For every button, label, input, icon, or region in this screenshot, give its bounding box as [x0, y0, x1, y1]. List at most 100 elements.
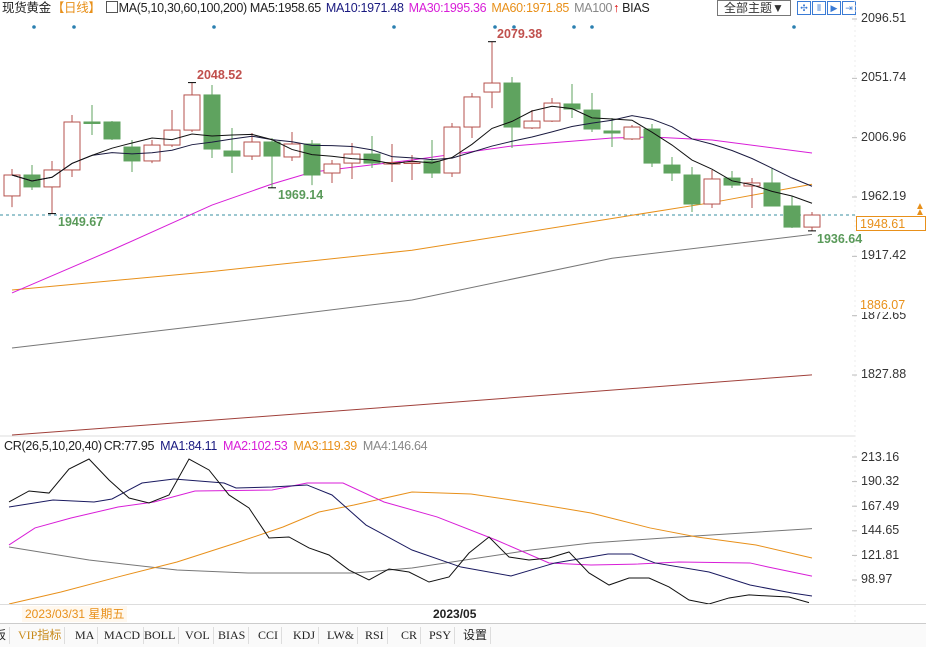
- tab-lw[interactable]: LW&: [324, 627, 359, 644]
- candle-down: [763, 182, 781, 207]
- tab-settings[interactable]: 设置: [460, 627, 492, 644]
- cr-ma2-value: MA2:102.53: [223, 439, 288, 453]
- ma100-line: [11, 233, 813, 349]
- price-axis-label: 1917.42: [861, 248, 907, 262]
- bias-label[interactable]: BIAS: [622, 1, 650, 15]
- candle-up: [703, 178, 721, 205]
- cr-ma4-line: [8, 528, 813, 574]
- event-dot: [493, 25, 497, 29]
- ma30-value: MA30:1995.36: [408, 1, 487, 15]
- ma5-value: MA5:1958.65: [249, 1, 321, 15]
- event-dot: [72, 25, 76, 29]
- cr-ma3-value: MA3:119.39: [293, 439, 357, 453]
- tab-cr[interactable]: CR: [398, 627, 422, 644]
- tab-cci[interactable]: CCI: [255, 627, 283, 644]
- cr-axis-label: 144.65: [861, 523, 900, 537]
- cr-panel-header: CR(26,5,10,20,40) CR:77.95 MA1:84.11 MA2:10…: [4, 439, 433, 453]
- candle-down: [663, 164, 681, 174]
- low-annotation: 1936.64: [817, 232, 863, 246]
- ma200-line: [11, 374, 813, 436]
- event-dot: [32, 25, 36, 29]
- fit-icon[interactable]: ⫴: [812, 1, 826, 15]
- tab-rsi[interactable]: RSI: [362, 627, 388, 644]
- candle-up: [3, 174, 21, 197]
- ma5-line: [11, 105, 813, 204]
- candle-down: [103, 121, 121, 140]
- low-annotation: 1949.67: [58, 215, 104, 229]
- month-label: 2023/05: [433, 607, 477, 621]
- tab-vol[interactable]: VOL: [182, 627, 214, 644]
- tab-boll[interactable]: BOLL: [141, 627, 180, 644]
- theme-dropdown[interactable]: 全部主题▼: [717, 0, 791, 16]
- candle-up: [243, 141, 261, 157]
- candle-down: [603, 130, 621, 134]
- event-dot: [392, 25, 396, 29]
- candle-down: [223, 150, 241, 157]
- ma10-line: [11, 115, 813, 187]
- cr-axis-label: 213.16: [861, 450, 900, 464]
- candle-up: [623, 126, 641, 140]
- cursor-date: 2023/03/31 星期五: [22, 606, 128, 622]
- symbol-name: 现货黄金: [2, 1, 51, 15]
- indicator-settings-icon[interactable]: [105, 1, 118, 13]
- cr-axis-label: 190.32: [861, 474, 900, 488]
- cr-ma1-line: [8, 478, 813, 597]
- event-dot: [572, 25, 576, 29]
- ma100-value: MA100: [574, 1, 613, 15]
- candle-up: [443, 126, 461, 174]
- cr-ma2-line: [8, 482, 813, 577]
- low-annotation: 1969.14: [278, 188, 324, 202]
- cr-ma4-value: MA4:146.64: [362, 439, 428, 453]
- kline-chart[interactable]: [0, 0, 926, 622]
- candle-up: [523, 120, 541, 129]
- candle-up: [803, 214, 821, 228]
- price-alert-icon[interactable]: ▲ ▲: [915, 201, 925, 218]
- candle-up: [63, 121, 81, 171]
- event-dot: [512, 25, 516, 29]
- indicator-tabs: 板 VIP指标 MA MACD BOLL VOL BIAS CCI KDJ LW…: [0, 623, 926, 647]
- cr-axis-label: 167.49: [861, 499, 900, 513]
- candle-down: [363, 153, 381, 164]
- cr-ma1-value: MA1:84.11: [160, 439, 217, 453]
- tab-kdj[interactable]: KDJ: [290, 627, 320, 644]
- cr-params[interactable]: CR(26,5,10,20,40): [4, 439, 102, 453]
- candle-up: [463, 96, 481, 128]
- price-axis-label: 2096.51: [861, 11, 907, 25]
- high-annotation: 2079.38: [497, 27, 543, 41]
- candle-down: [643, 128, 661, 164]
- current-price-label: 1948.61: [856, 216, 926, 231]
- candle-down: [83, 121, 101, 124]
- tab-panel[interactable]: 板: [0, 627, 11, 644]
- ma60-value: MA60:1971.85: [491, 1, 570, 15]
- tab-psy[interactable]: PSY: [426, 627, 456, 644]
- candle-down: [683, 174, 701, 205]
- tab-bias[interactable]: BIAS: [215, 627, 250, 644]
- candle-down: [423, 160, 441, 174]
- crosshair-icon[interactable]: ✣: [797, 1, 811, 15]
- candle-up: [323, 163, 341, 174]
- tab-ma[interactable]: MA: [72, 627, 99, 644]
- cr-axis-label: 98.97: [861, 572, 893, 586]
- price-axis-label: 2006.96: [861, 130, 907, 144]
- period-label[interactable]: 【日线】: [51, 1, 101, 15]
- event-dot: [792, 25, 796, 29]
- play-icon[interactable]: ▶: [827, 1, 841, 15]
- price-axis-label: 1827.88: [861, 367, 907, 381]
- ma60-line: [11, 183, 813, 291]
- main-chart-header: 现货黄金【日线】 MA(5,10,30,60,100,200) MA5:1958.6…: [2, 0, 654, 16]
- cr-value: CR:77.95: [103, 439, 155, 453]
- event-dot: [590, 25, 594, 29]
- candle-down: [303, 143, 321, 176]
- candle-down: [503, 82, 521, 128]
- candle-down: [783, 205, 801, 228]
- expand-arrow-icon[interactable]: ↑: [613, 1, 620, 15]
- date-bar: 2023/03/31 星期五 2023/05: [0, 604, 926, 623]
- tab-vip-indicator[interactable]: VIP指标: [15, 627, 66, 644]
- high-annotation: 2048.52: [197, 68, 243, 82]
- tab-macd[interactable]: MACD: [101, 627, 145, 644]
- price-axis-label: 1962.19: [861, 189, 907, 203]
- candle-up: [403, 161, 421, 165]
- price-axis-label: 2051.74: [861, 70, 907, 84]
- candle-up: [483, 82, 501, 93]
- exit-icon[interactable]: ⇥: [842, 1, 856, 15]
